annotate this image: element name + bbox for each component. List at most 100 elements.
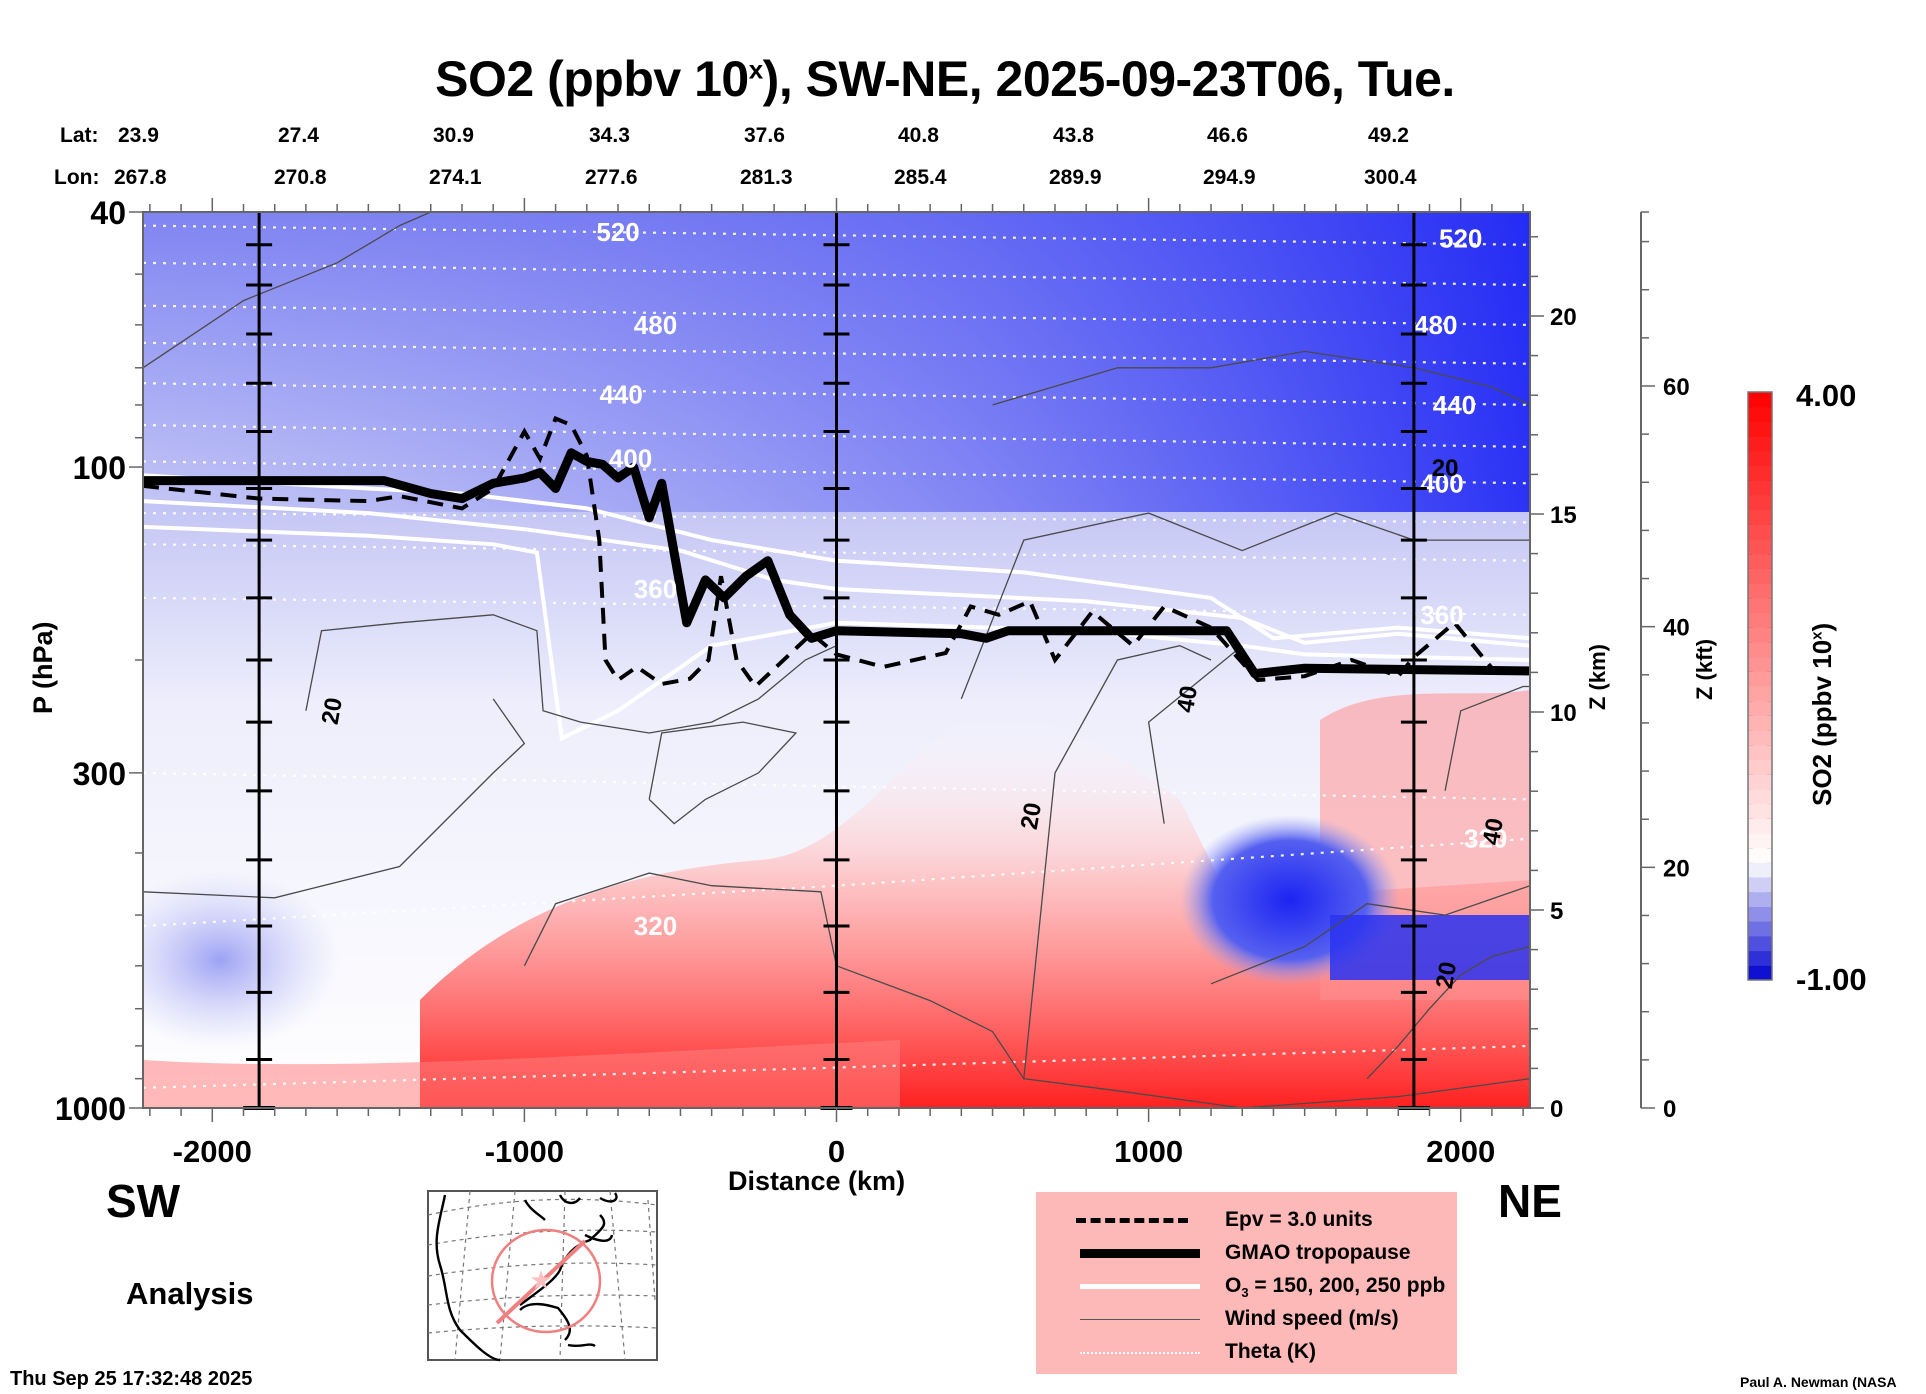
x-tick-label: 0 [828, 1134, 845, 1169]
lat-value: 43.8 [1053, 124, 1094, 147]
wind-speed-label: 40 [1172, 684, 1203, 715]
legend-label: Epv = 3.0 units [1225, 1208, 1373, 1231]
colorbar-segment [1748, 921, 1772, 937]
lon-value: 270.8 [274, 166, 327, 189]
direction-label-ne: NE [1498, 1175, 1562, 1227]
y-tick-label: 300 [73, 756, 126, 792]
wind-speed-contour-line [143, 698, 526, 899]
colorbar-segment [1748, 627, 1772, 643]
colorbar-segment [1748, 509, 1772, 525]
colorbar-segment [1748, 774, 1772, 790]
so2-field-lower-red [420, 716, 1530, 1108]
theta-contour-line [143, 1044, 1530, 1089]
wind-speed-contour-line [1366, 945, 1530, 1080]
colorbar-segment [1748, 788, 1772, 805]
lon-row-label: Lon: [54, 166, 100, 189]
colorbar-segment [1748, 656, 1772, 672]
map-inset: ★ [427, 1190, 658, 1362]
theta-label: 400 [1420, 468, 1463, 498]
timestamp: Thu Sep 25 17:32:48 2025 [10, 1368, 253, 1390]
z-km-tick-label: 0 [1550, 1096, 1563, 1123]
theta-label: 440 [1433, 390, 1476, 420]
colorbar-segment [1748, 583, 1772, 599]
lon-value: 281.3 [740, 166, 793, 189]
lon-value: 289.9 [1049, 166, 1102, 189]
legend-item-epv: Epv = 3.0 units [1036, 1206, 1457, 1236]
lon-value: 277.6 [585, 166, 638, 189]
z-kft-tick-label: 0 [1663, 1096, 1676, 1123]
theta-contour-line [143, 596, 1530, 616]
theta-label: 520 [1439, 224, 1482, 254]
z-kft-tick-label: 60 [1663, 374, 1690, 401]
lon-value: 285.4 [894, 166, 947, 189]
colorbar-segment [1748, 935, 1772, 952]
so2-field-blue-band [1330, 915, 1530, 980]
y-axis-z-kft: 0 20 40 60 [1640, 211, 1690, 1123]
ozone-contour-line-250 [143, 524, 1530, 742]
theta-contour-line [143, 341, 1530, 365]
credit-text: Paul A. Newman (NASA [1740, 1374, 1897, 1390]
wind-speed-contour-line [1147, 645, 1243, 824]
y-tick-label: 1000 [55, 1091, 126, 1127]
colorbar-segment [1748, 686, 1772, 702]
wind-speed-label: 20 [317, 696, 348, 727]
colorbar-title-suffix: ) [1807, 622, 1837, 632]
y-tick-label: 100 [73, 450, 126, 486]
theta-contour-line [143, 261, 1530, 287]
theta-label: 320 [1464, 824, 1507, 854]
theta-label: 360 [634, 574, 677, 604]
theta-contour-line [143, 304, 1530, 326]
epv-contour [143, 415, 1530, 690]
lat-value: 40.8 [898, 124, 939, 147]
z-km-tick-label: 10 [1550, 700, 1577, 727]
lon-value: 267.8 [114, 166, 167, 189]
legend-label: Theta (K) [1225, 1340, 1316, 1363]
colorbar-segment [1748, 539, 1772, 555]
chart-title-text: SO2 (ppbv 10 [435, 51, 749, 107]
wind-speed-contour-line [1444, 685, 1530, 791]
legend-label-suffix: = 150, 200, 250 ppb [1248, 1274, 1446, 1297]
x-tick-label: 2000 [1426, 1134, 1495, 1169]
theta-label: 480 [634, 310, 677, 340]
legend-item-theta: Theta (K) [1036, 1338, 1457, 1368]
wind-speed-contour-line [1023, 645, 1212, 1079]
colorbar-max-label: 4.00 [1796, 378, 1857, 413]
wind-speed-label: 20 [1431, 960, 1462, 991]
lon-value: 294.9 [1203, 166, 1256, 189]
epv-dashed-line [143, 415, 1530, 690]
colorbar-segment [1748, 847, 1772, 863]
legend-swatch-thin [1080, 1319, 1200, 1320]
theta-contour-line [143, 543, 1530, 562]
theta-label: 320 [634, 911, 677, 941]
colorbar-segment [1748, 612, 1772, 628]
lon-value: 274.1 [429, 166, 482, 189]
z-kft-axis-title: Z (kft) [1692, 638, 1717, 700]
x-tick-label: 1000 [1114, 1134, 1183, 1169]
theta-label: 520 [596, 217, 639, 247]
colorbar-title-superscript: x [1808, 631, 1826, 640]
colorbar-segment [1748, 494, 1772, 511]
z-kft-tick-label: 20 [1663, 855, 1690, 882]
lat-value: 49.2 [1368, 124, 1409, 147]
map-range-circle [490, 1228, 602, 1334]
colorbar-segment [1748, 597, 1772, 613]
wind-speed-contours [143, 212, 1530, 1108]
so2-field-surface-red [143, 1040, 900, 1108]
x-tick-label: -2000 [173, 1134, 252, 1169]
colorbar-segment [1748, 877, 1772, 893]
y-tick-label: 40 [90, 195, 126, 231]
colorbar-segment [1748, 480, 1772, 496]
colorbar-segment [1748, 730, 1772, 746]
theta-contours [143, 224, 1530, 1089]
colorbar-frame [1747, 391, 1773, 981]
x-axis-title: Distance (km) [728, 1166, 906, 1196]
map-cross-section-track [495, 1239, 587, 1325]
legend-item-wind: Wind speed (m/s) [1036, 1305, 1457, 1335]
colorbar-segment [1748, 906, 1772, 922]
colorbar-segment [1748, 450, 1772, 466]
theta-contour-line [143, 382, 1530, 406]
legend-label: Wind speed (m/s) [1225, 1307, 1399, 1330]
colorbar-segment [1748, 862, 1772, 878]
